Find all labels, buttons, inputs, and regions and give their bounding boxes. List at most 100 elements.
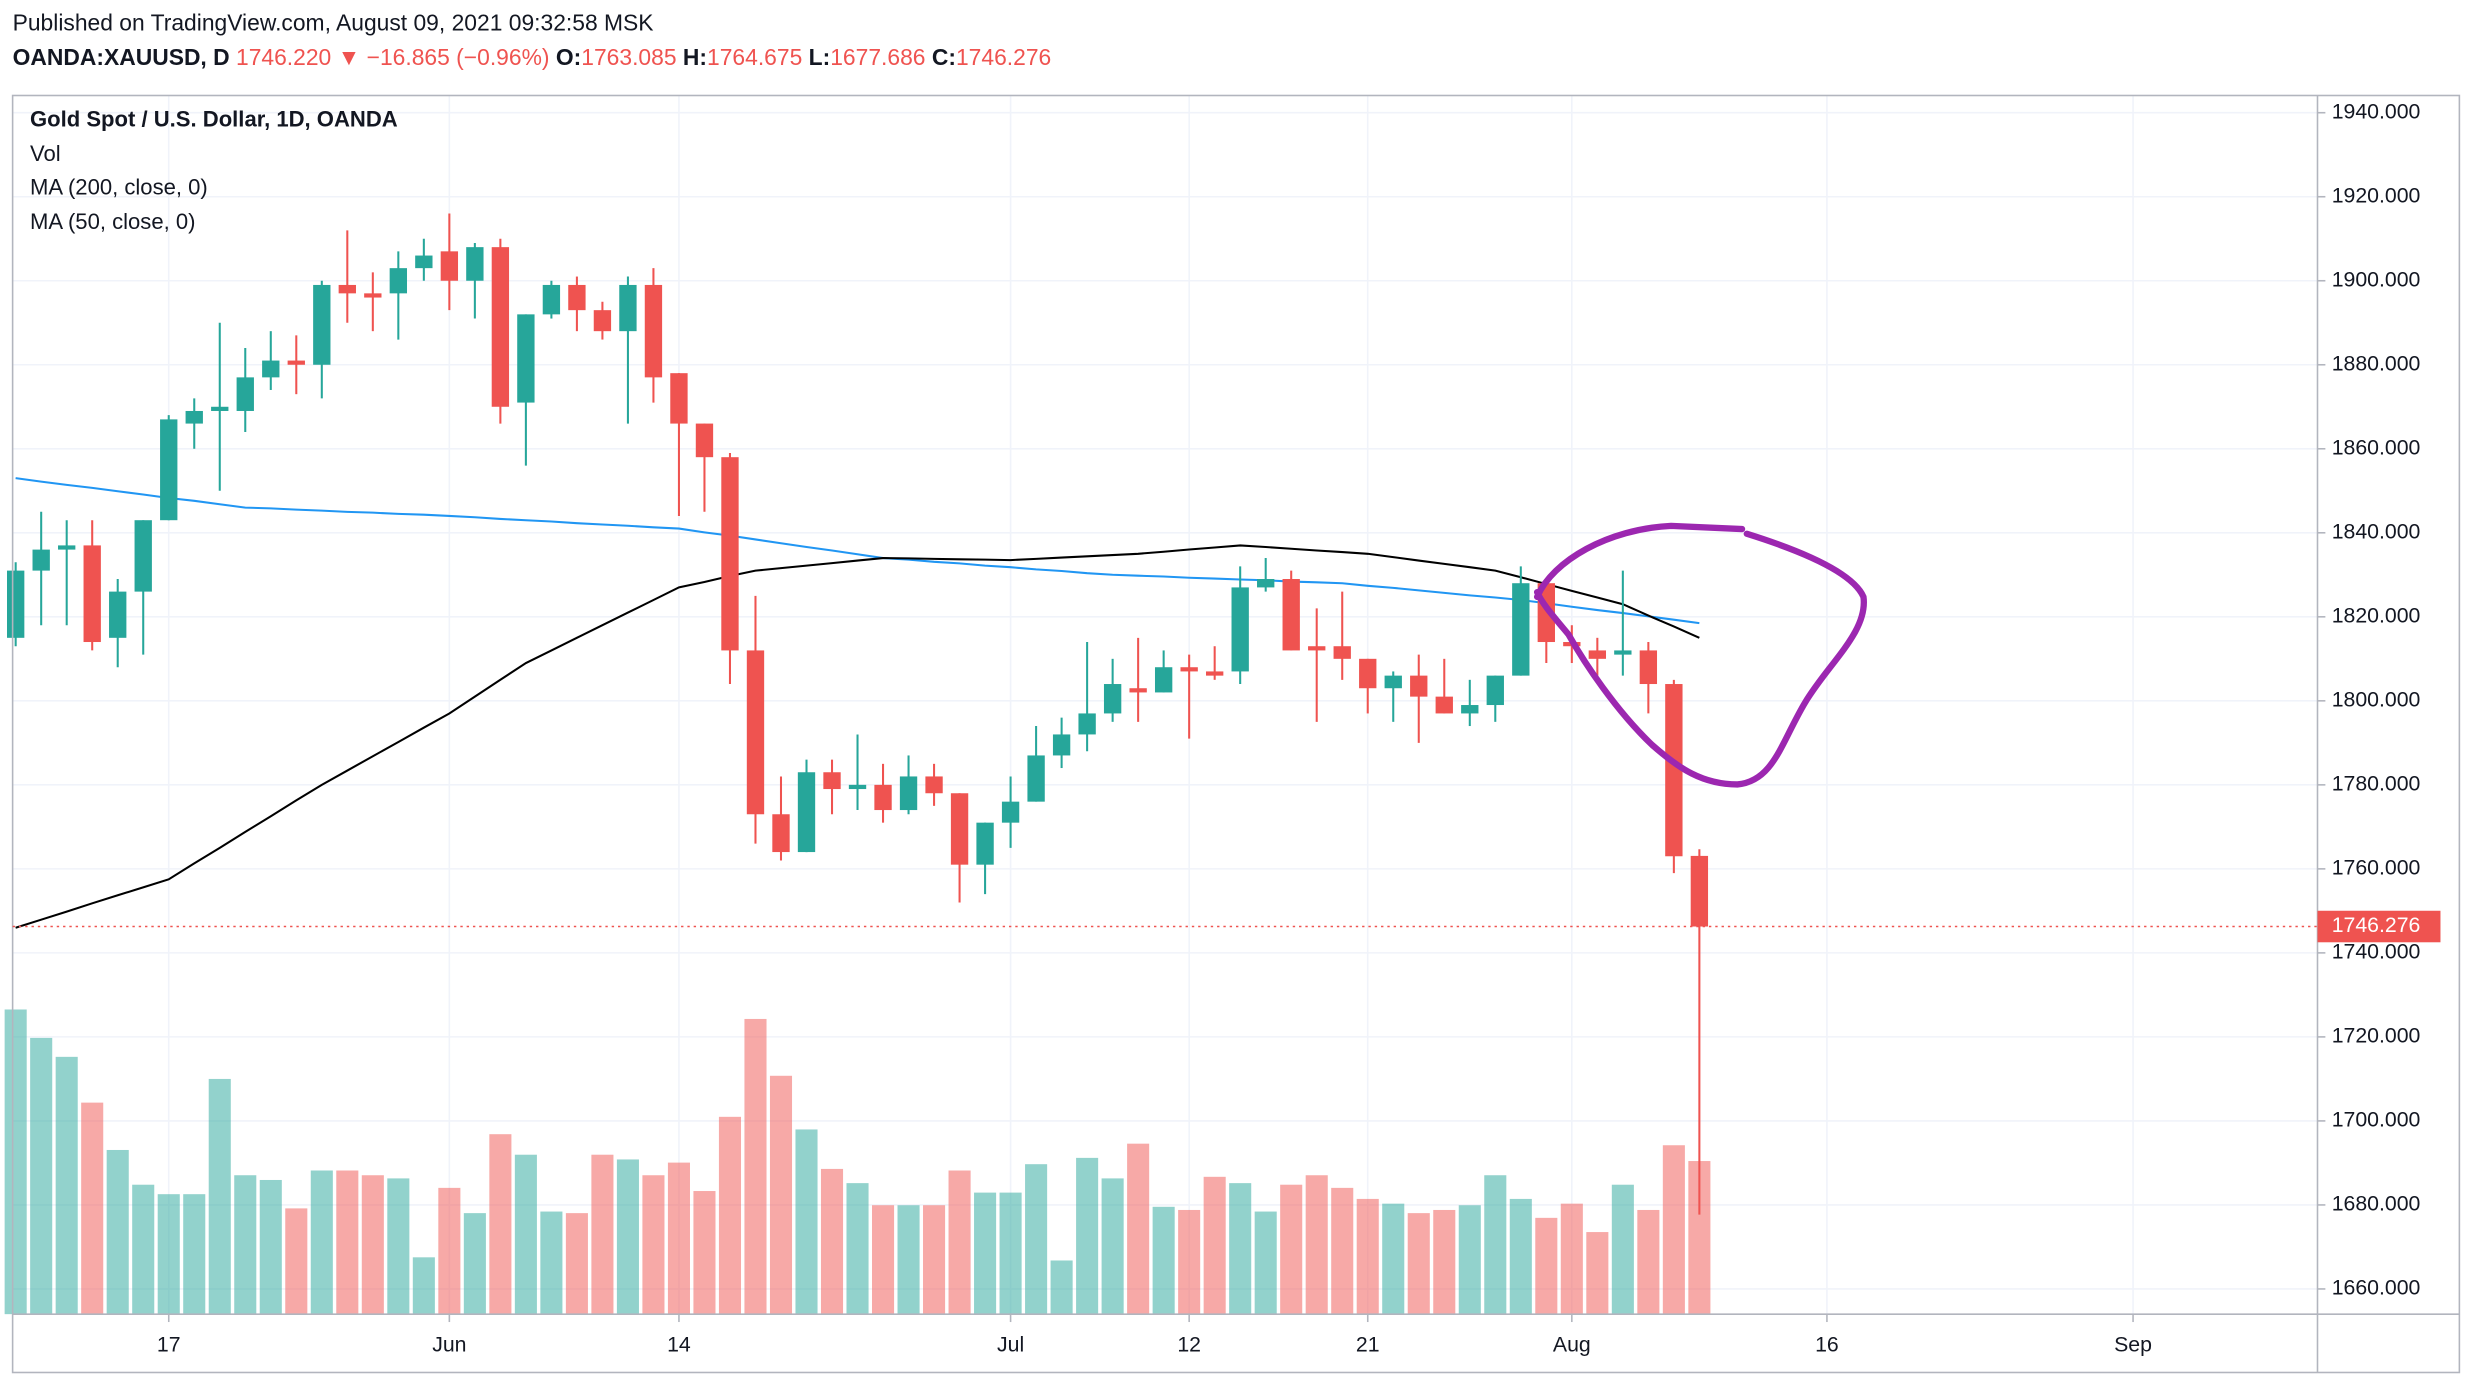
volume-bar — [948, 1170, 971, 1315]
candle-body — [1410, 675, 1428, 697]
candle-body — [1282, 579, 1300, 651]
candle-body — [1588, 650, 1607, 659]
volume-bar — [1203, 1176, 1226, 1315]
volume-bar — [361, 1175, 384, 1315]
volume-bar — [1076, 1157, 1099, 1315]
candle-body — [1001, 801, 1020, 823]
candle-body — [593, 310, 612, 332]
open-label: O: — [556, 44, 581, 70]
volume-bar — [1025, 1164, 1048, 1315]
candle-body — [1639, 650, 1658, 685]
candle-body — [1257, 579, 1275, 588]
candle-body — [1614, 650, 1632, 655]
volume-bar — [106, 1149, 129, 1315]
open-value: 1763.085 — [581, 44, 676, 70]
volume-bar — [208, 1078, 231, 1315]
y-tick-label: 1680.000 — [2332, 1192, 2421, 1216]
volume-bar — [718, 1116, 742, 1315]
candle-body — [899, 776, 918, 811]
x-tick-label: 12 — [1177, 1332, 1201, 1356]
candle-body — [389, 268, 408, 294]
x-tick-label: Jul — [997, 1332, 1024, 1356]
candle-body — [1308, 646, 1326, 651]
candle-body — [58, 545, 76, 550]
candle-body — [466, 247, 484, 281]
last-price-label: 1746.276 — [2332, 913, 2421, 937]
candle-body — [517, 314, 535, 403]
candle-body — [262, 360, 280, 378]
y-tick-label: 1660.000 — [2332, 1276, 2421, 1300]
volume-bar — [540, 1211, 563, 1315]
candle-body — [211, 406, 229, 411]
x-tick-label: 17 — [157, 1332, 181, 1356]
quote-line: OANDA:XAUUSD, D 1746.220 ▼ −16.865 (−0.9… — [13, 44, 1052, 70]
volume-bar — [1535, 1217, 1558, 1315]
candle-body — [1180, 667, 1198, 672]
volume-bar — [1178, 1209, 1201, 1315]
frame — [11, 94, 2461, 1374]
volume-bar — [974, 1192, 997, 1315]
volume-bar — [463, 1213, 486, 1315]
volume-bar — [514, 1154, 537, 1315]
y-tick-label: 1920.000 — [2332, 183, 2421, 207]
volume-bar — [285, 1208, 308, 1315]
volume-bar — [820, 1168, 844, 1315]
volume-bar — [795, 1129, 818, 1315]
candle-body — [670, 373, 688, 424]
y-tick-label: 1880.000 — [2332, 351, 2421, 375]
x-tick-label: Aug — [1553, 1332, 1591, 1356]
candle-body — [1512, 583, 1530, 676]
volume-bar — [157, 1194, 180, 1315]
volume-bar — [183, 1194, 206, 1315]
low-label: L: — [809, 44, 831, 70]
candle-body — [619, 284, 637, 332]
candle-body — [160, 419, 178, 521]
y-tick-label: 1740.000 — [2332, 940, 2421, 964]
volume-bar — [387, 1178, 410, 1315]
candle-body — [1665, 684, 1683, 857]
candle-body — [1435, 696, 1453, 714]
legend-title: Gold Spot / U.S. Dollar, 1D, OANDA — [30, 107, 398, 132]
volume-bar — [872, 1205, 895, 1315]
volume-bar — [4, 1009, 27, 1315]
y-tick-label: 1780.000 — [2332, 771, 2421, 795]
candle-body — [721, 457, 739, 651]
candle-body — [848, 784, 867, 790]
legend-vol: Vol — [30, 141, 61, 166]
close-value: 1746.276 — [956, 44, 1051, 70]
legend-ma50: MA (50, close, 0) — [30, 209, 196, 234]
high-label: H: — [683, 44, 707, 70]
candle-body — [1231, 587, 1249, 672]
candle-body — [568, 284, 586, 311]
volume-bar — [1688, 1161, 1711, 1315]
candle-body — [32, 549, 50, 571]
volume-bar — [1356, 1198, 1379, 1315]
volume-bar — [1484, 1175, 1507, 1315]
candle-body — [950, 793, 969, 865]
candle-body — [287, 360, 305, 365]
candle-body — [7, 570, 25, 638]
candle-body — [1333, 646, 1351, 659]
y-tick-label: 1900.000 — [2332, 267, 2421, 291]
candle-body — [1461, 705, 1479, 714]
x-tick-label: Jun — [432, 1332, 466, 1356]
published: Published on TradingView.com, August 09,… — [13, 10, 654, 36]
candle-body — [185, 410, 203, 424]
volume-bar — [1637, 1209, 1660, 1315]
y-tick-label: 1820.000 — [2332, 603, 2421, 627]
volume-bar — [30, 1037, 53, 1315]
candle-body — [746, 650, 765, 815]
volume-pane — [4, 1009, 1711, 1315]
candle-body — [440, 251, 459, 281]
volume-bar — [1050, 1260, 1073, 1315]
low-value: 1677.686 — [830, 44, 925, 70]
legend-ma200: MA (200, close, 0) — [30, 174, 208, 199]
volume-bar — [667, 1162, 690, 1315]
candles — [7, 213, 1709, 1215]
volume-bar — [1560, 1203, 1583, 1315]
high-value: 1764.675 — [707, 44, 802, 70]
candle-body — [976, 822, 994, 865]
close-label: C: — [932, 44, 956, 70]
candle-body — [109, 591, 127, 638]
